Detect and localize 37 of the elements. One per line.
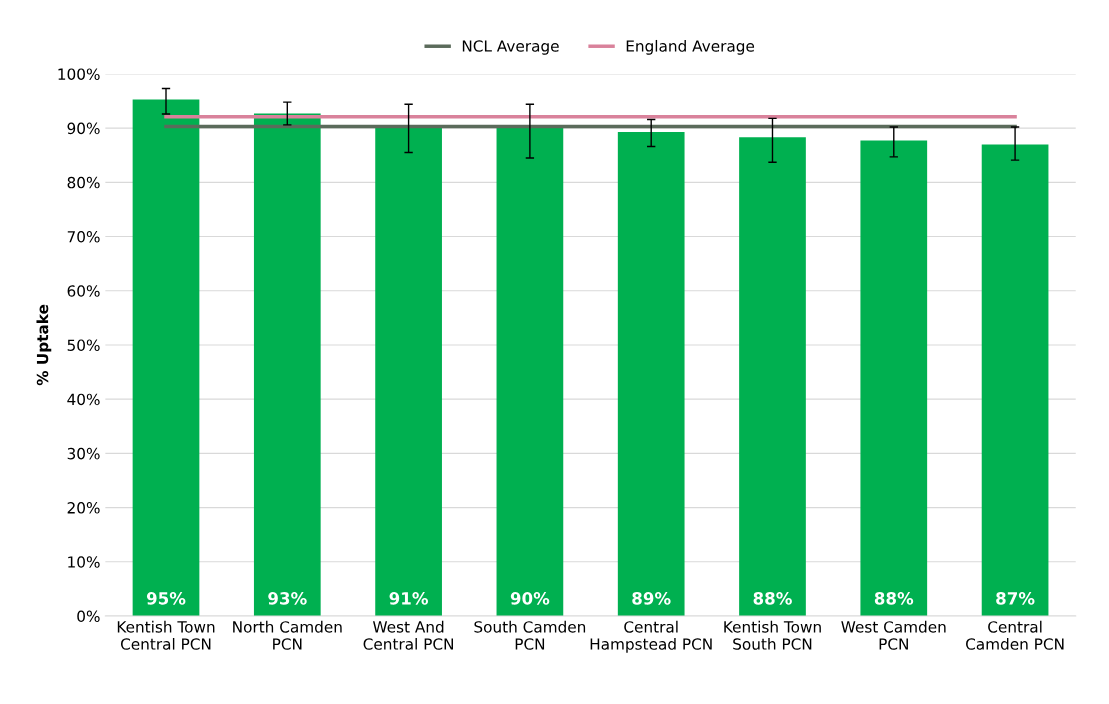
data-label: 89% (632, 592, 671, 605)
y-tick-label: 100% (58, 68, 100, 80)
bar (253, 113, 321, 616)
data-label: 88% (753, 592, 792, 605)
bar (739, 137, 806, 616)
y-tick-label: 90% (67, 122, 100, 135)
y-tick-label: 20% (67, 502, 100, 514)
data-label: 93% (268, 592, 307, 605)
bar (981, 144, 1049, 616)
x-tick-label: West Camden PCN (841, 620, 946, 650)
y-tick-label: 0% (77, 610, 100, 623)
x-tick-label: Kentish Town Central PCN (117, 620, 215, 650)
data-label: 87% (996, 592, 1035, 605)
x-tick-label: South Camden PCN (474, 620, 586, 650)
y-tick-label: 70% (67, 231, 100, 243)
y-tick-label: 50% (67, 339, 100, 351)
bar (617, 131, 685, 616)
x-tick-label: West And Central PCN (363, 620, 453, 650)
data-label: 95% (146, 592, 186, 605)
y-tick-label: 60% (67, 285, 100, 297)
x-tick-label: Central Camden PCN (966, 620, 1064, 650)
y-tick-label: 80% (67, 176, 100, 189)
data-label: 90% (510, 592, 550, 605)
legend-label: NCL Average (462, 40, 559, 55)
legend-label: England Average (626, 39, 755, 55)
bar (132, 99, 200, 616)
x-tick-label: Central Hampstead PCN (590, 620, 712, 653)
x-tick-label: North Camden PCN (233, 620, 342, 650)
y-axis-title: % Uptake (36, 304, 52, 386)
data-label: 91% (389, 592, 429, 605)
bar (496, 126, 564, 616)
bar (860, 140, 928, 616)
y-tick-label: 40% (67, 393, 100, 406)
x-tick-label: Kentish Town South PCN (724, 620, 821, 650)
data-label: 88% (874, 592, 914, 605)
y-tick-label: 10% (68, 556, 100, 568)
y-tick-label: 30% (67, 447, 100, 460)
